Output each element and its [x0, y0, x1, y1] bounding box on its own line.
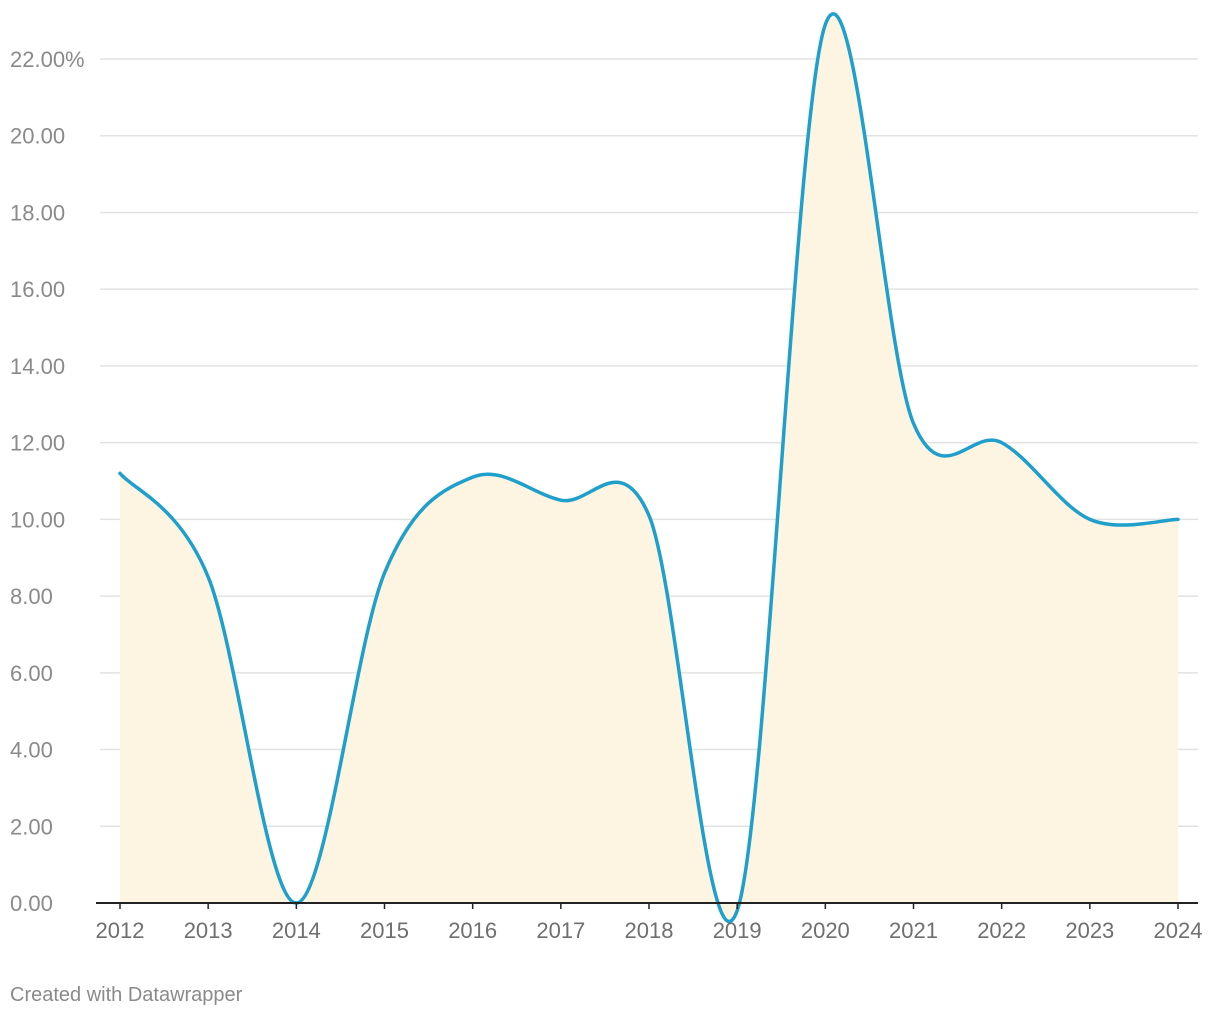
x-tick-label: 2023	[1065, 918, 1114, 943]
x-tick-label: 2012	[96, 918, 145, 943]
x-tick-label: 2015	[360, 918, 409, 943]
y-tick-label: 4.00	[10, 738, 53, 763]
x-tick-label: 2021	[889, 918, 938, 943]
credit-text: Created with Datawrapper	[10, 984, 243, 1006]
x-tick-label: 2020	[801, 918, 850, 943]
y-tick-label: 10.00	[10, 507, 65, 532]
x-axis-ticks: 2012 2013 2014 2015 2016 2017 2018 2019 2020 2021…	[96, 903, 1203, 943]
y-tick-label: 6.00	[10, 661, 53, 686]
y-tick-label: 2.00	[10, 814, 53, 839]
y-tick-label: 8.00	[10, 584, 53, 609]
y-tick-label: 0.00	[10, 891, 53, 916]
y-tick-label: 12.00	[10, 431, 65, 456]
y-tick-label: 18.00	[10, 200, 65, 225]
x-tick-label: 2022	[977, 918, 1026, 943]
y-tick-label: 22.00%	[10, 47, 85, 72]
x-tick-label: 2013	[184, 918, 233, 943]
x-tick-label: 2019	[713, 918, 762, 943]
y-tick-label: 20.00	[10, 124, 65, 149]
series-area-fill	[120, 13, 1178, 922]
x-tick-label: 2016	[448, 918, 497, 943]
x-tick-label: 2017	[536, 918, 585, 943]
x-tick-label: 2014	[272, 918, 321, 943]
y-tick-label: 14.00	[10, 354, 65, 379]
y-tick-label: 16.00	[10, 277, 65, 302]
x-tick-label: 2018	[625, 918, 674, 943]
y-axis-ticks: 0.00 2.00 4.00 6.00 8.00 10.00 12.00 14.00 16.00…	[10, 47, 85, 916]
x-tick-label: 2024	[1154, 918, 1203, 943]
